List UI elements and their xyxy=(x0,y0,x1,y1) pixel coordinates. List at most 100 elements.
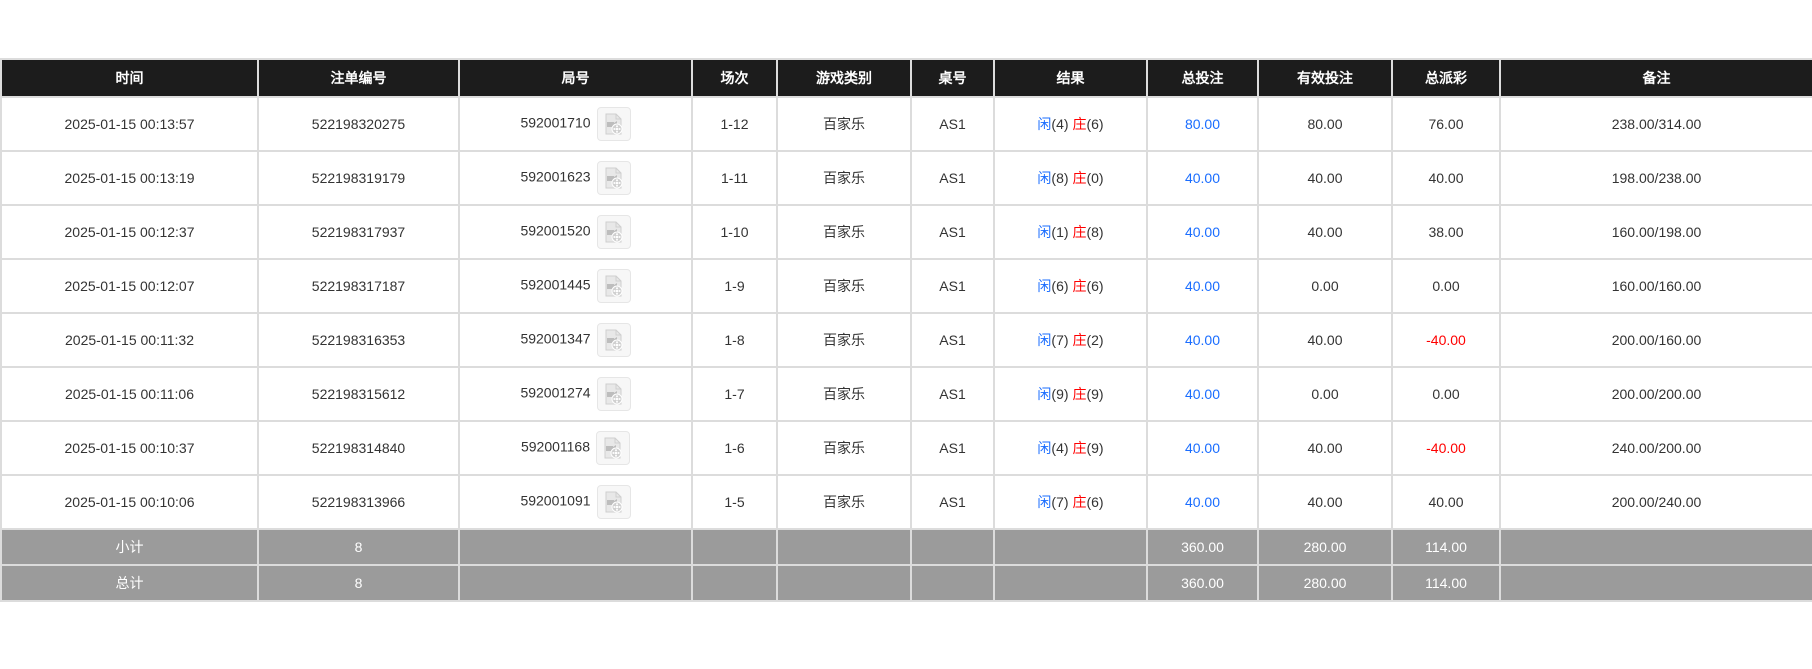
cell-payout: -40.00 xyxy=(1391,420,1501,476)
table-row: 2025-01-15 00:13:57 522198320275 5920017… xyxy=(0,96,1812,152)
banker-label: 庄 xyxy=(1072,278,1087,294)
cell-session: 1-6 xyxy=(691,420,778,476)
player-label: 闲 xyxy=(1037,494,1052,510)
cell-total-bet: 40.00 xyxy=(1146,312,1259,368)
cell-total-bet: 40.00 xyxy=(1146,366,1259,422)
cell-payout: 40.00 xyxy=(1391,474,1501,530)
cell-time: 2025-01-15 00:12:07 xyxy=(0,258,259,314)
player-label: 闲 xyxy=(1037,170,1052,186)
banker-score: (8) xyxy=(1086,224,1104,240)
cell-bet-id: 522198317187 xyxy=(257,258,460,314)
cell-bet-id: 522198319179 xyxy=(257,150,460,206)
cell-round: 592001091 xyxy=(458,474,693,530)
cell-payout: 40.00 xyxy=(1391,150,1501,206)
empty-cell xyxy=(1499,564,1812,602)
cell-session: 1-12 xyxy=(691,96,778,152)
banker-label: 庄 xyxy=(1072,440,1087,456)
total-payout: 114.00 xyxy=(1391,564,1501,602)
video-file-icon[interactable] xyxy=(596,377,631,411)
cell-round: 592001710 xyxy=(458,96,693,152)
empty-cell xyxy=(993,528,1148,566)
banker-score: (6) xyxy=(1086,116,1104,132)
total-valid-bet: 280.00 xyxy=(1257,564,1393,602)
video-file-icon[interactable] xyxy=(596,215,631,249)
cell-note: 200.00/160.00 xyxy=(1499,312,1812,368)
video-file-icon[interactable] xyxy=(596,269,631,303)
table-row: 2025-01-15 00:13:19 522198319179 5920016… xyxy=(0,150,1812,206)
player-label: 闲 xyxy=(1037,224,1052,240)
cell-total-bet: 40.00 xyxy=(1146,474,1259,530)
cell-round: 592001445 xyxy=(458,258,693,314)
cell-note: 238.00/314.00 xyxy=(1499,96,1812,152)
cell-time: 2025-01-15 00:11:06 xyxy=(0,366,259,422)
cell-total-bet: 40.00 xyxy=(1146,420,1259,476)
table-row: 2025-01-15 00:12:07 522198317187 5920014… xyxy=(0,258,1812,314)
round-number: 592001520 xyxy=(520,222,591,239)
table-row: 2025-01-15 00:11:06 522198315612 5920012… xyxy=(0,366,1812,422)
cell-table-no: AS1 xyxy=(910,366,995,422)
cell-game-type: 百家乐 xyxy=(776,312,912,368)
cell-note: 160.00/160.00 xyxy=(1499,258,1812,314)
subtotal-row: 小计 8 360.00 280.00 114.00 xyxy=(0,528,1812,566)
empty-cell xyxy=(458,528,693,566)
cell-result: 闲(9) 庄(9) xyxy=(993,366,1148,422)
cell-time: 2025-01-15 00:13:19 xyxy=(0,150,259,206)
cell-table-no: AS1 xyxy=(910,150,995,206)
round-number: 592001168 xyxy=(520,438,591,455)
banker-label: 庄 xyxy=(1072,332,1087,348)
cell-payout: 0.00 xyxy=(1391,258,1501,314)
cell-table-no: AS1 xyxy=(910,96,995,152)
column-header-result: 结果 xyxy=(993,58,1148,98)
cell-bet-id: 522198313966 xyxy=(257,474,460,530)
cell-note: 200.00/240.00 xyxy=(1499,474,1812,530)
video-file-icon[interactable] xyxy=(596,161,631,195)
cell-game-type: 百家乐 xyxy=(776,366,912,422)
header-row: 时间 注单编号 局号 场次 游戏类别 桌号 结果 总投注 有效投注 总派彩 备注 xyxy=(0,58,1812,98)
subtotal-payout: 114.00 xyxy=(1391,528,1501,566)
empty-cell xyxy=(776,528,912,566)
subtotal-count: 8 xyxy=(257,528,460,566)
column-header-time: 时间 xyxy=(0,58,259,98)
cell-game-type: 百家乐 xyxy=(776,474,912,530)
banker-score: (6) xyxy=(1086,494,1104,510)
cell-valid-bet: 0.00 xyxy=(1257,258,1393,314)
player-score: (6) xyxy=(1051,278,1069,294)
bet-records-table: 时间 注单编号 局号 场次 游戏类别 桌号 结果 总投注 有效投注 总派彩 备注 2025-01-1… xyxy=(0,58,1812,602)
cell-result: 闲(8) 庄(0) xyxy=(993,150,1148,206)
banker-label: 庄 xyxy=(1072,170,1087,186)
cell-total-bet: 40.00 xyxy=(1146,204,1259,260)
round-number: 592001347 xyxy=(520,330,591,347)
cell-payout: 76.00 xyxy=(1391,96,1501,152)
cell-bet-id: 522198315612 xyxy=(257,366,460,422)
cell-result: 闲(4) 庄(6) xyxy=(993,96,1148,152)
subtotal-label: 小计 xyxy=(0,528,259,566)
video-file-icon[interactable] xyxy=(596,485,631,519)
video-file-icon[interactable] xyxy=(596,323,631,357)
total-label: 总计 xyxy=(0,564,259,602)
video-file-icon[interactable] xyxy=(596,107,631,141)
player-label: 闲 xyxy=(1037,440,1052,456)
cell-table-no: AS1 xyxy=(910,258,995,314)
round-number: 592001445 xyxy=(520,276,591,293)
cell-table-no: AS1 xyxy=(910,204,995,260)
video-file-icon[interactable] xyxy=(596,431,631,465)
empty-cell xyxy=(1499,528,1812,566)
cell-table-no: AS1 xyxy=(910,474,995,530)
player-label: 闲 xyxy=(1037,278,1052,294)
banker-label: 庄 xyxy=(1072,386,1087,402)
cell-bet-id: 522198316353 xyxy=(257,312,460,368)
cell-session: 1-8 xyxy=(691,312,778,368)
cell-round: 592001520 xyxy=(458,204,693,260)
cell-round: 592001274 xyxy=(458,366,693,422)
cell-game-type: 百家乐 xyxy=(776,258,912,314)
empty-cell xyxy=(776,564,912,602)
player-score: (7) xyxy=(1051,332,1069,348)
empty-cell xyxy=(458,564,693,602)
cell-session: 1-7 xyxy=(691,366,778,422)
cell-payout: 0.00 xyxy=(1391,366,1501,422)
empty-cell xyxy=(691,564,778,602)
cell-time: 2025-01-15 00:11:32 xyxy=(0,312,259,368)
column-header-total-bet: 总投注 xyxy=(1146,58,1259,98)
round-number: 592001274 xyxy=(520,384,591,401)
cell-result: 闲(4) 庄(9) xyxy=(993,420,1148,476)
